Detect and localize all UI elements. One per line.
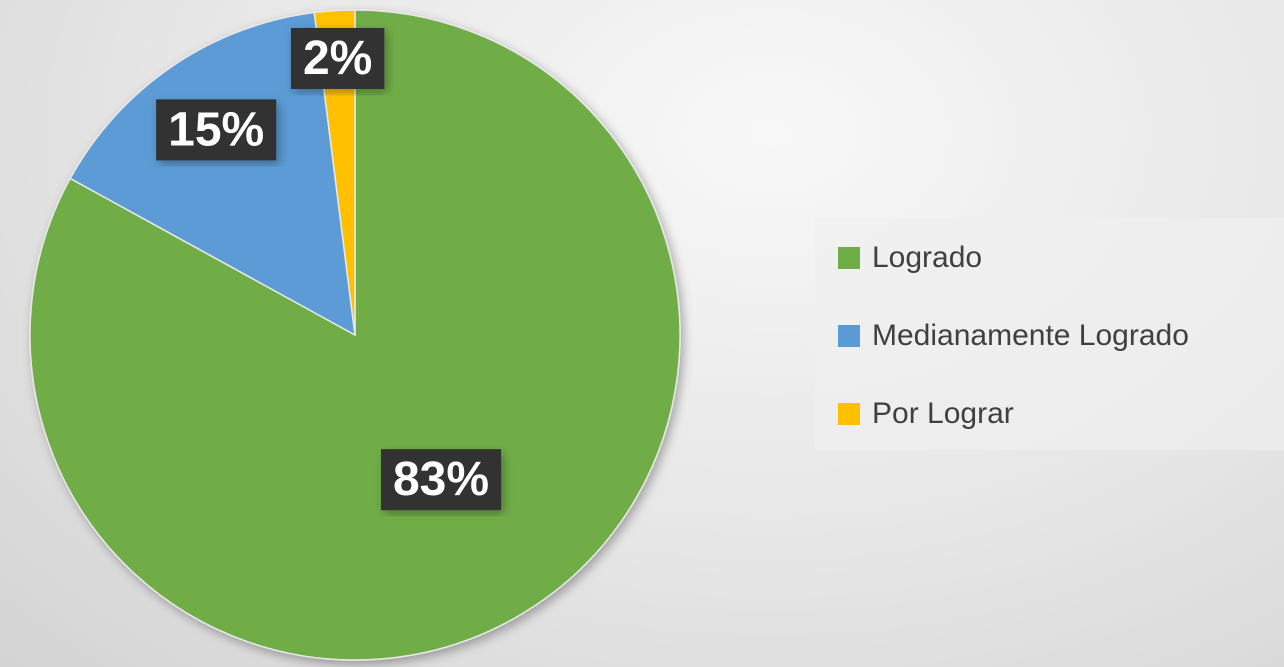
pie-slice	[69, 11, 356, 337]
legend-swatch	[838, 247, 860, 269]
pie-slice	[313, 9, 356, 336]
pie	[29, 9, 681, 661]
legend-swatch	[838, 403, 860, 425]
data-label: 15%	[156, 99, 277, 161]
data-label-box	[380, 449, 502, 511]
data-label-box	[290, 27, 385, 89]
legend-box	[815, 218, 1284, 450]
legend-label: Medianamente Logrado	[872, 319, 1189, 352]
data-label-text: 15%	[168, 103, 264, 156]
data-label-text: 83%	[393, 453, 489, 506]
data-label: 83%	[380, 449, 502, 511]
legend-swatch	[838, 325, 860, 347]
data-label: 2%	[290, 27, 385, 89]
legend-label: Logrado	[872, 241, 982, 274]
data-label-box	[156, 99, 277, 161]
legend-label: Por Lograr	[872, 397, 1014, 430]
data-labels: 83% 15% 2%	[156, 27, 502, 511]
data-label-text: 2%	[303, 32, 372, 85]
legend: Logrado Medianamente Logrado Por Lograr	[838, 241, 1189, 430]
